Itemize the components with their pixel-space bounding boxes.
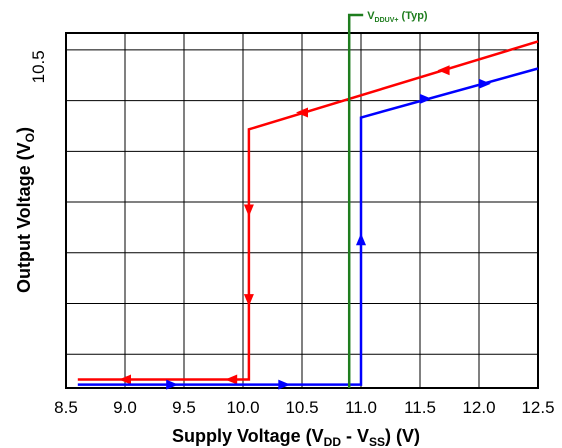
marker-label: VDDUV+ (Typ) [367, 10, 428, 24]
direction-arrow [356, 233, 366, 246]
direction-arrow [166, 379, 179, 390]
x-tick-label: 9.0 [113, 398, 137, 417]
direction-arrow [278, 379, 291, 390]
series-line [77, 67, 539, 386]
x-tick-label: 10.5 [285, 398, 318, 417]
series-1 [77, 67, 539, 390]
x-tick-label: 8.5 [54, 398, 78, 417]
marker-label-sub: DDUV+ [375, 17, 399, 24]
direction-arrow [478, 78, 491, 89]
uvlo-marker: VDDUV+ (Typ) [347, 10, 428, 388]
series-layer [77, 40, 539, 390]
direction-arrow [419, 93, 432, 104]
direction-arrow [119, 374, 131, 385]
direction-arrow [437, 65, 450, 76]
marker-label-main: V [367, 10, 375, 22]
x-tick-labels: 8.5 9.0 9.5 10.0 10.5 11.0 11.5 12.0 12.5 [54, 398, 554, 417]
y-tick-label: 10.5 [29, 50, 48, 83]
plot-frame [65, 32, 539, 389]
x-axis-title: Supply Voltage (VDD - VSS) (V) [172, 426, 420, 448]
direction-arrow [243, 294, 254, 307]
series-0 [77, 40, 539, 385]
x-tick-label: 11.0 [345, 398, 377, 417]
y-tick-labels: 10.5 [29, 50, 48, 83]
direction-arrow [225, 374, 238, 385]
x-tick-label: 12.5 [521, 398, 554, 417]
x-tick-label: 10.0 [226, 398, 259, 417]
marker-line [347, 13, 364, 388]
x-tick-label: 12.0 [462, 398, 495, 417]
direction-arrow [243, 204, 254, 217]
x-tick-label: 11.5 [404, 398, 436, 417]
y-axis-title: Output Voltage (VO) [14, 127, 37, 293]
series-line [77, 40, 539, 381]
grid [66, 33, 538, 388]
x-tick-label: 9.5 [172, 398, 196, 417]
direction-arrow [296, 107, 308, 118]
marker-label-tail: (Typ) [398, 10, 427, 22]
